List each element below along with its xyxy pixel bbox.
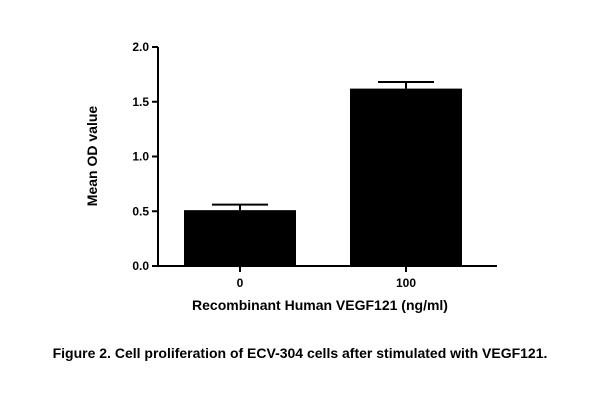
- y-tick-label: 2.0: [132, 40, 149, 54]
- bar: [184, 210, 296, 266]
- x-tick-label: 0: [237, 276, 244, 290]
- y-tick-label: 0.5: [132, 204, 149, 218]
- y-tick-label: 1.5: [132, 95, 149, 109]
- figure-caption: Figure 2. Cell proliferation of ECV-304 …: [53, 345, 548, 361]
- x-ticks: 0 100: [237, 266, 416, 290]
- y-ticks: 0.0 0.5 1.0 1.5 2.0: [132, 40, 158, 273]
- y-tick-label: 1.0: [132, 150, 149, 164]
- y-axis-title: Mean OD value: [84, 106, 100, 207]
- x-tick-label: 100: [396, 276, 416, 290]
- x-axis-title: Recombinant Human VEGF121 (ng/ml): [192, 297, 448, 313]
- bars: [184, 81, 462, 266]
- bar: [350, 88, 462, 266]
- y-tick-label: 0.0: [132, 259, 149, 273]
